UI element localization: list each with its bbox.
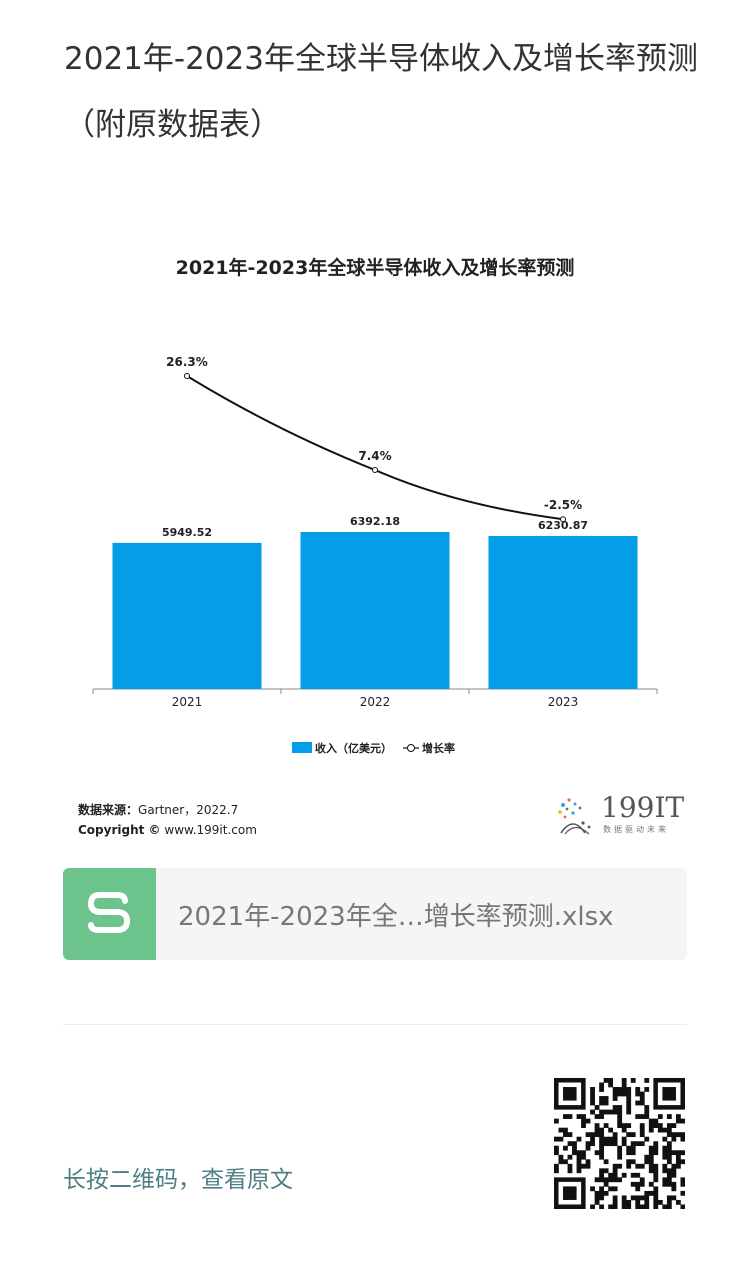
growth-point-2022 — [372, 467, 378, 473]
bar-label-2021: 5949.52 — [162, 526, 212, 539]
revenue-growth-chart: 2021年-2023年全球半导体收入及增长率预测 5949.52 2021 6392.… — [92, 256, 658, 755]
brand-dots-icon — [558, 798, 591, 835]
growth-point-2023 — [560, 516, 566, 523]
legend-marker-growth — [407, 744, 415, 752]
bar-label-2022: 6392.18 — [350, 515, 400, 528]
qr-hint: 长按二维码，查看原文 — [63, 1167, 293, 1193]
file-attachment[interactable]: 2021年-2023年全…增长率预测.xlsx — [63, 868, 687, 960]
x-tick-label-2021: 2021 — [172, 695, 203, 709]
brand-name: 199IT — [601, 791, 685, 824]
file-name: 2021年-2023年全…增长率预测.xlsx — [178, 902, 614, 932]
bar-2023 — [488, 535, 638, 689]
divider — [63, 1024, 687, 1025]
x-tick-label-2022: 2022 — [360, 695, 391, 709]
source-info: 数据来源：Gartner，2022.7 Copyright © www.199i… — [78, 800, 257, 840]
growth-label-2022: 7.4% — [358, 449, 391, 463]
x-tick-label-2023: 2023 — [548, 695, 579, 709]
copyright-label: Copyright © — [78, 823, 161, 837]
legend-swatch-revenue — [292, 742, 312, 753]
brand-logo: 199IT 数据驱动未来 — [553, 791, 713, 841]
spreadsheet-s-icon — [63, 868, 156, 960]
bar-2022 — [300, 532, 450, 689]
qr-code-icon[interactable] — [554, 1078, 685, 1209]
article-title: 2021年-2023年全球半导体收入及增长率预测（附原数据表） — [64, 41, 698, 143]
growth-point-2021 — [184, 373, 190, 379]
chart-title: 2021年-2023年全球半导体收入及增长率预测 — [176, 256, 575, 279]
copyright-text: www.199it.com — [164, 823, 257, 837]
growth-label-2023: -2.5% — [544, 498, 582, 512]
legend-label-growth: 增长率 — [422, 741, 455, 755]
source-text: Gartner，2022.7 — [138, 803, 239, 817]
brand-tagline: 数据驱动未来 — [603, 825, 669, 834]
chart-card: 2021年-2023年全球半导体收入及增长率预测 5949.52 2021 6392.… — [63, 230, 687, 850]
bar-label-2023: 6230.87 — [538, 519, 588, 532]
bar-2021 — [112, 542, 262, 689]
growth-label-2021: 26.3% — [166, 355, 208, 369]
legend-label-revenue: 收入（亿美元） — [315, 741, 392, 755]
growth-line — [186, 375, 564, 521]
source-label: 数据来源： — [78, 803, 139, 817]
